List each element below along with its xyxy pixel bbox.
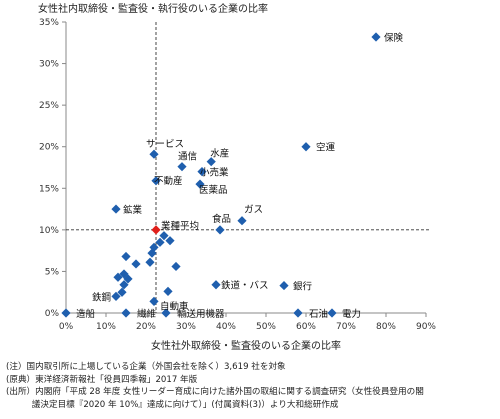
point-label: 鉄鋼 (92, 291, 111, 303)
data-point (206, 157, 216, 167)
x-tick-label: 90% (416, 322, 436, 332)
data-point (177, 162, 187, 172)
point-label: 電力 (342, 308, 361, 320)
point-label: 銀行 (293, 281, 313, 293)
data-point (145, 257, 155, 267)
x-tick-label: 40% (216, 322, 236, 332)
point-label: 小売業 (200, 167, 229, 179)
data-point (131, 259, 141, 269)
data-point (149, 149, 159, 159)
plot-axes: 0% 5% 10% 15% 20% 25% 30% 35% 0% 10% 20% 30% 40% 50% 6… (39, 18, 436, 332)
point-label: 水産 (210, 148, 229, 160)
y-tick-label: 35% (39, 18, 59, 28)
point-label: 空運 (316, 142, 336, 154)
data-point (211, 280, 221, 290)
x-tick-label: 30% (176, 322, 196, 332)
data-point (123, 274, 133, 284)
data-point (195, 179, 205, 189)
x-tick-label: 60% (296, 322, 316, 332)
point-label: 医薬品 (199, 184, 228, 196)
data-point (215, 225, 225, 235)
data-point (279, 280, 289, 291)
data-point (113, 272, 123, 282)
y-tick-label: 0% (45, 309, 60, 319)
data-point (171, 261, 181, 272)
y-tick-label: 20% (39, 143, 59, 153)
data-point (301, 142, 311, 152)
point-label: 鉄道・バス (221, 280, 269, 292)
data-point (111, 204, 121, 214)
footnote-note: (注）国内取引所に上場している企業（外国会社を除く）3,619 社を対象 (6, 362, 286, 372)
chart-title: 女性社内取締役・監査役・執行役のいる企業の比率 (38, 2, 268, 15)
point-label: 繊維 (137, 308, 157, 320)
y-tick-label: 10% (39, 226, 59, 236)
point-label: 食品 (212, 213, 231, 225)
data-markers (61, 32, 381, 318)
point-label: ガス (244, 205, 263, 216)
data-point (121, 251, 131, 262)
data-point (293, 308, 303, 318)
x-tick-label: 0% (59, 322, 74, 332)
data-point (371, 32, 381, 42)
point-label: 造船 (76, 308, 96, 320)
x-tick-label: 10% (96, 322, 116, 332)
data-point (161, 308, 171, 318)
x-tick-label: 80% (376, 322, 396, 332)
data-point (117, 287, 127, 297)
x-tick-label: 50% (256, 322, 276, 332)
y-tick-label: 25% (39, 101, 59, 111)
point-label: 業種平均 (161, 220, 199, 232)
footnote-source-cont: 議決定目標『2020 年 10%』達成に向けて）」(付属資料(3)）より大和総研… (6, 399, 339, 410)
data-point (327, 308, 337, 318)
point-label: 石油 (309, 308, 328, 320)
x-tick-label: 20% (136, 322, 156, 332)
x-tick-label: 70% (336, 322, 356, 332)
scatter-chart: 女性社内取締役・監査役・執行役のいる企業の比率 0% 5% 10% 15% 20% 25%… (38, 2, 436, 352)
data-point (237, 216, 247, 226)
y-tick-label: 15% (39, 184, 59, 194)
data-point (61, 308, 71, 318)
data-point (111, 291, 121, 301)
data-point (163, 286, 173, 296)
point-label: 輸送用機器 (177, 308, 225, 320)
y-tick-label: 30% (39, 60, 59, 70)
data-point (149, 296, 159, 306)
data-point (149, 242, 159, 252)
data-point (159, 231, 169, 241)
point-label: サービス (146, 139, 184, 150)
footnote-source-original: (原典）東洋経済新報社「役員四季報」2017 年版 (6, 374, 198, 385)
point-label: 通信 (178, 151, 197, 163)
data-point (121, 308, 131, 318)
data-point (197, 167, 207, 177)
data-point (165, 236, 175, 246)
average-point (151, 225, 161, 235)
reference-lines (66, 22, 430, 313)
point-label: 不動産 (154, 175, 183, 187)
footnote-source: (出所）内閣府「平成 28 年度 女性リーダー育成に向けた諸外国の取組に関する調… (6, 387, 424, 398)
data-point (151, 176, 161, 186)
data-point (119, 280, 129, 290)
point-label: 鉱業 (123, 204, 143, 216)
point-label: 保険 (384, 32, 404, 44)
y-tick-label: 5% (45, 267, 60, 277)
point-label: 自動車 (160, 300, 189, 312)
x-axis-label: 女性社外取締役・監査役のいる企業の比率 (151, 339, 341, 352)
data-point (155, 237, 165, 247)
footnotes: (注）国内取引所に上場している企業（外国会社を除く）3,619 社を対象 (原典… (6, 361, 496, 411)
